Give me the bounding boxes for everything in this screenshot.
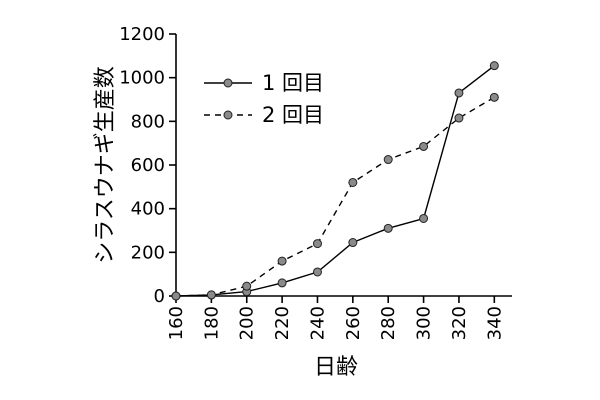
series-1-point [383,223,393,233]
series-2-point [419,141,429,151]
x-tick-label: 340 [484,306,505,340]
x-tick-label: 320 [449,306,470,340]
series-2-point [277,256,287,266]
series-1-point [489,61,499,71]
series-1-point [348,238,358,248]
y-tick-label: 200 [131,242,165,263]
y-tick-label: 1200 [119,24,165,45]
axes [175,34,512,297]
series-line-2 [175,96,495,297]
series-1-point [312,267,322,277]
x-tick-label: 280 [378,306,399,340]
legend-marker-2 [223,110,233,120]
series-2-point [489,92,499,102]
y-tick-label: 800 [131,111,165,132]
legend-label-1: 1 回目 [262,71,324,95]
legend-label-2: 2 回目 [262,103,324,127]
x-axis-title: 日齢 [314,355,358,380]
y-tick-label: 400 [131,199,165,220]
legend: 1 回目 2 回目 [204,71,324,127]
series-1-point [454,88,464,98]
x-tick-label: 220 [272,306,293,340]
series-line-1 [175,65,495,297]
series-2-point [206,290,216,300]
series-2-point [454,113,464,123]
x-tick-label: 180 [201,306,222,340]
x-tick-label: 300 [414,306,435,340]
x-tick-label: 260 [343,306,364,340]
y-ticks: 0 200 400 600 800 1000 1200 [119,24,176,307]
y-tick-label: 600 [131,155,165,176]
series-2-point [171,291,181,301]
y-tick-label: 1000 [119,68,165,89]
legend-marker-1 [223,78,233,88]
series-2-point [242,281,252,291]
series-2-point [383,155,393,165]
x-tick-label: 240 [307,306,328,340]
series-1-point [419,213,429,223]
x-tick-label: 200 [237,306,258,340]
y-axis-title: シラスウナギ生産数 [93,66,118,264]
x-tick-label: 160 [166,306,187,340]
series-1-point [277,278,287,288]
series-layer [171,61,499,301]
y-tick-label: 0 [154,286,165,307]
x-ticks: 160 180 200 220 240 260 280 300 320 340 [166,296,505,340]
series-2-point [312,239,322,249]
series-2-point [348,177,358,187]
